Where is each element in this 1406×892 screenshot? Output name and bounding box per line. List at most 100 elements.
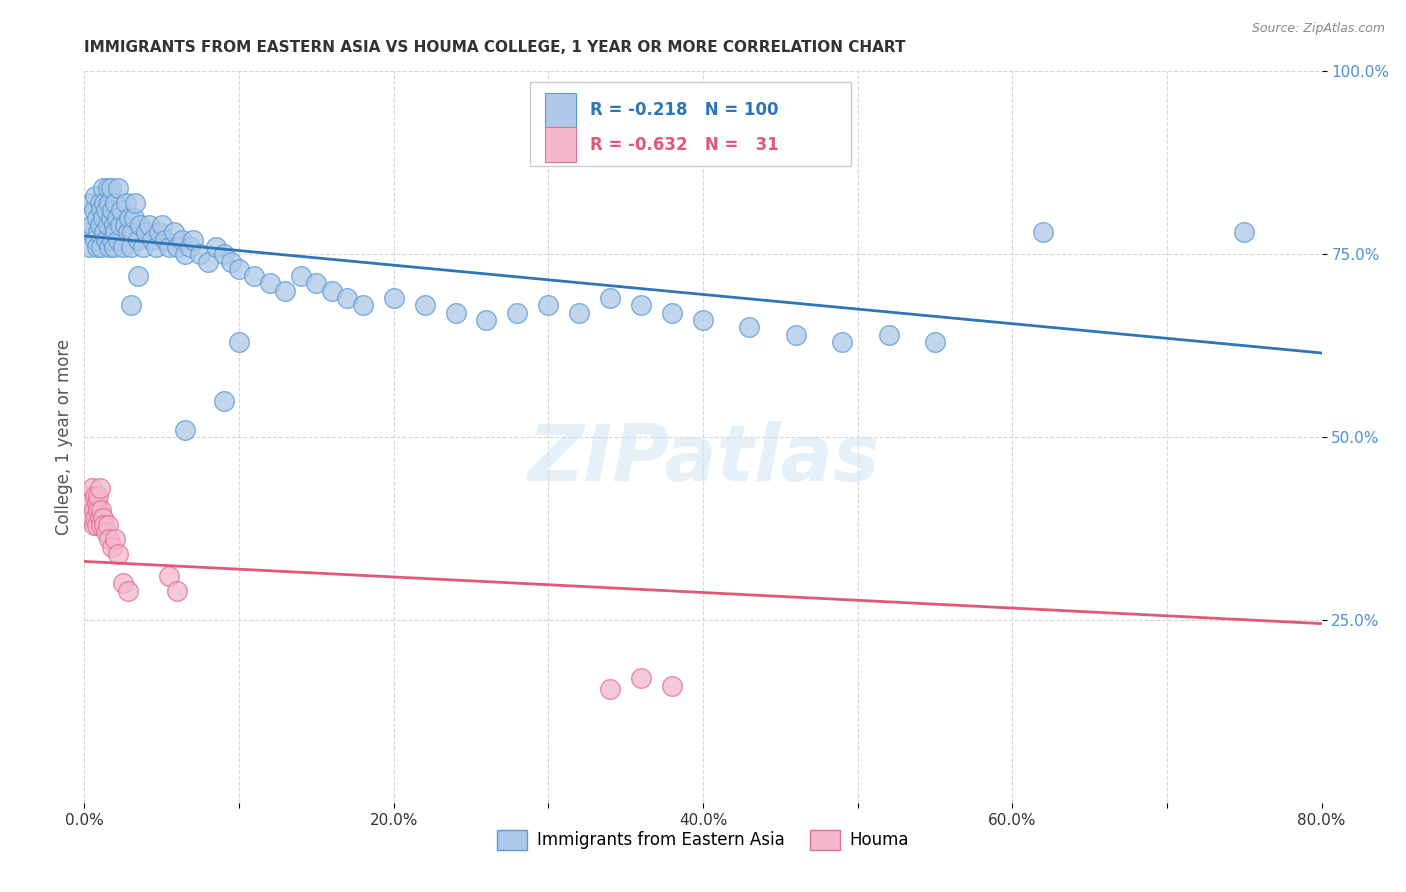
Bar — [530, 82, 852, 167]
Point — [103, 240, 125, 254]
Point — [112, 240, 135, 254]
Point — [84, 489, 107, 503]
Point — [105, 211, 128, 225]
Y-axis label: College, 1 year or more: College, 1 year or more — [55, 339, 73, 535]
Point — [94, 233, 117, 247]
Point — [120, 240, 142, 254]
Point — [90, 503, 112, 517]
Bar — [544, 93, 575, 128]
Point — [76, 489, 98, 503]
Text: R = -0.218   N = 100: R = -0.218 N = 100 — [591, 101, 779, 120]
Point — [87, 489, 110, 503]
Point — [120, 298, 142, 312]
Text: R = -0.632   N =   31: R = -0.632 N = 31 — [591, 136, 779, 153]
Point — [159, 569, 180, 583]
Point — [163, 225, 186, 239]
Point — [537, 298, 560, 312]
Point — [197, 254, 219, 268]
Point — [93, 517, 115, 532]
Point — [115, 196, 138, 211]
Point — [112, 576, 135, 591]
Point — [86, 211, 108, 225]
Point — [89, 510, 111, 524]
Point — [98, 533, 121, 547]
Point — [170, 233, 193, 247]
Point — [114, 218, 136, 232]
Point — [103, 218, 125, 232]
Point — [76, 225, 98, 239]
Point — [96, 218, 118, 232]
Point — [83, 517, 105, 532]
Point — [110, 203, 132, 218]
Point — [104, 196, 127, 211]
Point — [100, 181, 122, 195]
Point — [150, 218, 173, 232]
Point — [692, 313, 714, 327]
Point — [87, 225, 110, 239]
Point — [107, 181, 129, 195]
Point — [104, 225, 127, 239]
Point — [166, 240, 188, 254]
Point — [101, 233, 124, 247]
Point — [599, 682, 621, 697]
Point — [785, 327, 807, 342]
Point — [82, 218, 104, 232]
Point — [212, 247, 235, 261]
Point — [91, 211, 114, 225]
Point — [89, 218, 111, 232]
Point — [94, 525, 117, 540]
Point — [96, 517, 118, 532]
Point — [661, 679, 683, 693]
Point — [1233, 225, 1256, 239]
Point — [77, 240, 100, 254]
Point — [89, 196, 111, 211]
Point — [568, 306, 591, 320]
Point — [166, 583, 188, 598]
Point — [219, 254, 242, 268]
Point — [259, 277, 281, 291]
Point — [506, 306, 529, 320]
Point — [352, 298, 374, 312]
Point — [877, 327, 900, 342]
Point — [212, 393, 235, 408]
Point — [135, 225, 157, 239]
Point — [84, 233, 107, 247]
Point — [179, 240, 201, 254]
Point — [90, 240, 112, 254]
Point — [79, 196, 101, 211]
Point — [107, 233, 129, 247]
Point — [243, 269, 266, 284]
Point — [79, 510, 101, 524]
Point — [141, 233, 163, 247]
Point — [159, 240, 180, 254]
Point — [94, 203, 117, 218]
Point — [138, 218, 160, 232]
Point — [475, 313, 498, 327]
Point — [127, 269, 149, 284]
Point — [336, 291, 359, 305]
Point — [117, 583, 139, 598]
Point — [84, 188, 107, 202]
Point — [188, 247, 211, 261]
Point — [86, 496, 108, 510]
Point — [738, 320, 761, 334]
Point — [630, 672, 652, 686]
Point — [90, 203, 112, 218]
Point — [96, 181, 118, 195]
Point — [83, 503, 105, 517]
Point — [630, 298, 652, 312]
Point — [104, 533, 127, 547]
Point — [86, 240, 108, 254]
Point — [118, 211, 141, 225]
Point — [82, 481, 104, 495]
Point — [91, 510, 114, 524]
Text: Source: ZipAtlas.com: Source: ZipAtlas.com — [1251, 22, 1385, 36]
Point — [124, 196, 146, 211]
Point — [205, 240, 228, 254]
Point — [100, 211, 122, 225]
Point — [305, 277, 328, 291]
Point — [661, 306, 683, 320]
Point — [145, 240, 167, 254]
Point — [274, 284, 297, 298]
Point — [98, 240, 121, 254]
